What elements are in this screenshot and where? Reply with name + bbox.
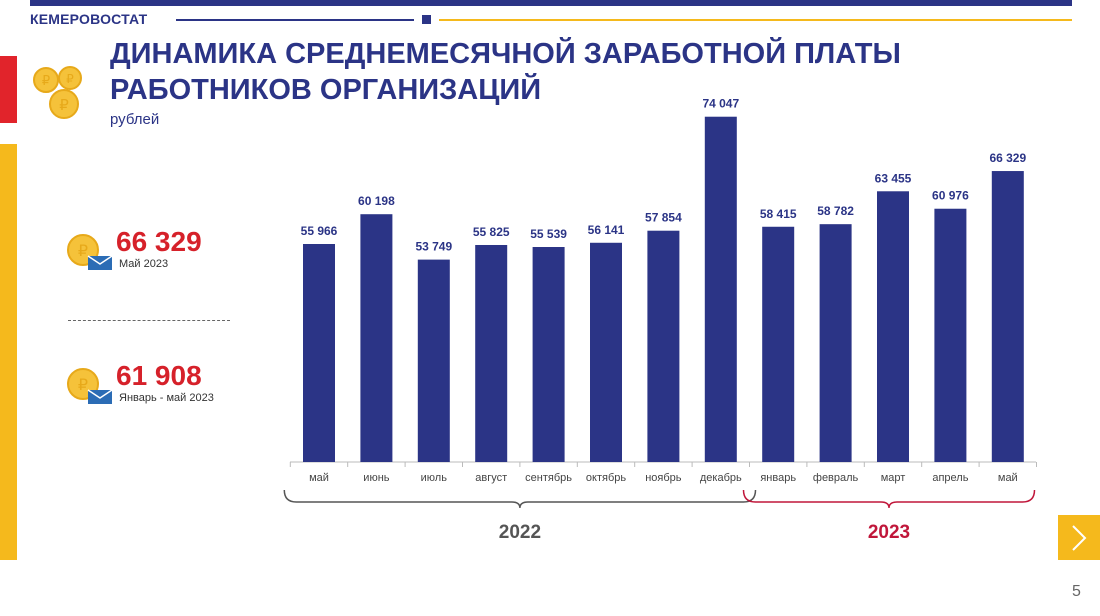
x-tick-label: апрель — [932, 472, 968, 484]
bar-value-label: 66 329 — [989, 151, 1026, 165]
bar-value-label: 55 966 — [301, 224, 338, 238]
bar-value-label: 60 976 — [932, 189, 969, 203]
unit-label: рублей — [110, 111, 160, 128]
bar — [417, 259, 450, 462]
x-tick-label: июнь — [363, 472, 389, 484]
coin-envelope-icon: ₽ — [67, 368, 113, 404]
x-tick-label: ноябрь — [645, 472, 682, 484]
year-group-label: 2022 — [499, 522, 541, 543]
yellow-side-strip — [0, 144, 17, 560]
bar-value-label: 55 539 — [530, 227, 567, 241]
svg-text:₽: ₽ — [78, 241, 88, 260]
kpi-divider — [68, 320, 230, 321]
bar — [475, 244, 508, 462]
kpi-value: 61 908 — [116, 360, 202, 391]
svg-text:₽: ₽ — [59, 96, 69, 114]
kpi-may-2023: ₽ 66 329 Май 2023 — [66, 226, 246, 286]
x-tick-label: январь — [760, 472, 796, 484]
coins-icon: ₽ ₽ ₽ — [33, 66, 82, 119]
brand-name: КЕМЕРОВОСТАТ — [30, 11, 148, 27]
bar-value-label: 60 198 — [358, 194, 395, 208]
year-bracket — [283, 489, 757, 509]
top-bar — [30, 0, 1072, 6]
title-line-1: ДИНАМИКА СРЕДНЕМЕСЯЧНОЙ ЗАРАБОТНОЙ ПЛАТЫ — [110, 38, 901, 70]
title-line-2: РАБОТНИКОВ ОРГАНИЗАЦИЙ — [110, 74, 542, 106]
bar — [762, 226, 795, 462]
bar-value-label: 55 825 — [473, 225, 510, 239]
bar — [819, 224, 852, 462]
page-number: 5 — [1072, 583, 1081, 600]
bar-value-label: 57 854 — [645, 211, 682, 225]
bar — [647, 230, 680, 462]
bar — [303, 243, 335, 462]
bar — [590, 242, 622, 462]
year-bracket — [742, 489, 1036, 509]
bar-value-label: 56 141 — [588, 223, 625, 237]
svg-text:₽: ₽ — [78, 375, 88, 394]
x-tick-label: май — [309, 472, 329, 484]
svg-text:₽: ₽ — [66, 72, 74, 86]
bar — [934, 208, 967, 462]
brand-square — [422, 15, 431, 24]
bar — [877, 191, 909, 462]
chevron-right-icon — [1072, 524, 1087, 551]
brand-line-yellow — [439, 19, 1072, 21]
x-tick-label: июль — [421, 472, 448, 484]
svg-text:₽: ₽ — [42, 74, 50, 89]
bar-value-label: 63 455 — [875, 171, 912, 185]
x-tick-label: май — [998, 472, 1018, 484]
bar-value-label: 58 415 — [760, 207, 797, 221]
bar-value-label: 53 749 — [415, 240, 452, 254]
x-tick-label: октябрь — [586, 472, 626, 484]
kpi-label: Май 2023 — [119, 258, 169, 270]
brand-line — [176, 19, 414, 21]
bar — [360, 214, 393, 462]
bar — [991, 171, 1024, 463]
bar-value-label: 58 782 — [817, 204, 854, 218]
red-side-strip — [0, 56, 17, 123]
bar-value-label: 74 047 — [702, 97, 739, 111]
x-tick-label: март — [881, 472, 906, 484]
bar — [532, 247, 565, 462]
page-title: ДИНАМИКА СРЕДНЕМЕСЯЧНОЙ ЗАРАБОТНОЙ ПЛАТЫ… — [110, 36, 901, 108]
x-tick-label: февраль — [813, 472, 859, 484]
year-group-label: 2023 — [868, 522, 910, 543]
x-tick-label: декабрь — [700, 472, 742, 484]
coin-envelope-icon: ₽ — [67, 234, 113, 270]
next-slide-button[interactable] — [1058, 515, 1100, 560]
kpi-value: 66 329 — [116, 226, 202, 257]
kpi-label: Январь - май 2023 — [119, 392, 214, 404]
x-tick-label: сентябрь — [525, 472, 572, 484]
kpi-jan-may-2023: ₽ 61 908 Январь - май 2023 — [66, 360, 246, 420]
bar — [704, 116, 737, 463]
x-tick-label: август — [475, 472, 507, 484]
